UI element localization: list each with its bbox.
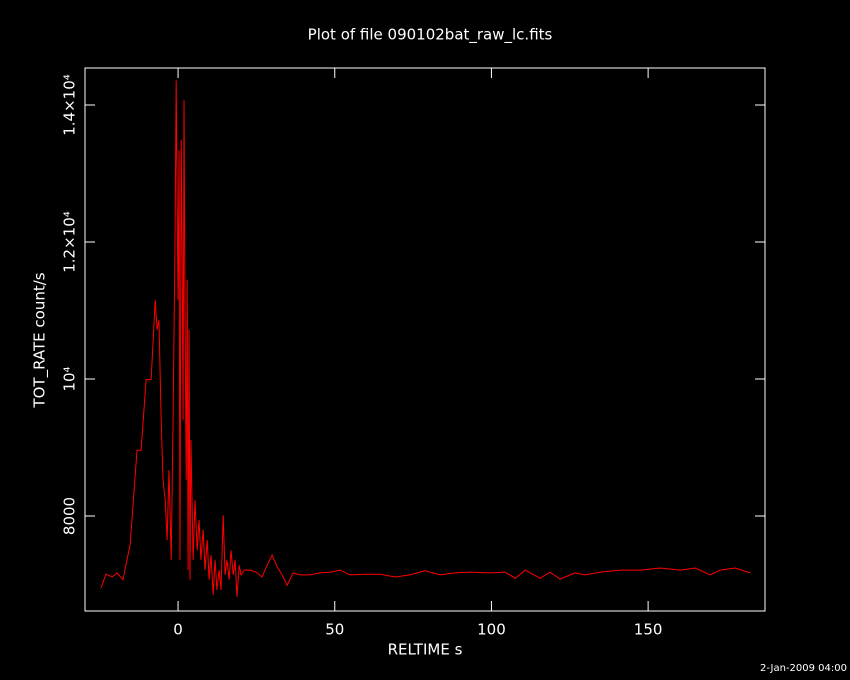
y-tick-label: 10⁴ xyxy=(61,366,79,391)
y-tick-label: 1.2×10⁴ xyxy=(61,211,79,273)
y-axis-label: TOT_RATE count/s xyxy=(31,272,50,408)
x-tick-label: 50 xyxy=(325,621,344,639)
x-axis-label: RELTIME s xyxy=(388,641,463,659)
x-tick-label: 0 xyxy=(173,621,183,639)
y-tick-label: 1.4×10⁴ xyxy=(61,74,79,136)
plot-frame xyxy=(84,67,766,612)
y-tick-label: 8000 xyxy=(61,497,79,535)
light-curve xyxy=(100,80,751,597)
chart-title: Plot of file 090102bat_raw_lc.fits xyxy=(308,26,553,45)
timestamp: 2-Jan-2009 04:00 xyxy=(760,663,847,674)
x-tick-label: 100 xyxy=(477,621,506,639)
x-tick-label: 150 xyxy=(634,621,663,639)
